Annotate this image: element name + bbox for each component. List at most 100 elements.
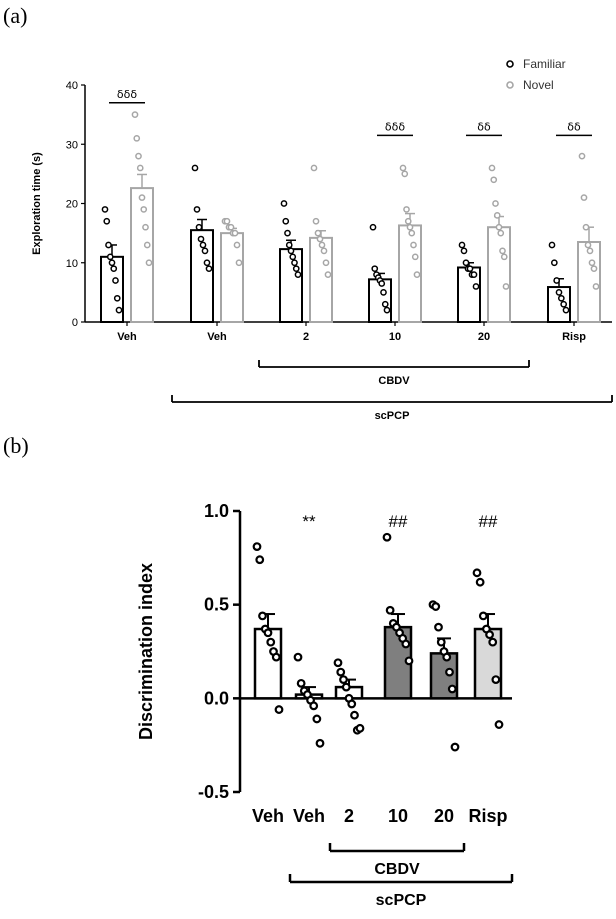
data-point <box>136 164 144 172</box>
data-point <box>490 176 498 184</box>
data-point <box>485 630 494 640</box>
x-tick-label: Veh <box>293 806 325 826</box>
data-point <box>404 656 414 666</box>
data-point <box>466 265 474 273</box>
data-point <box>436 637 446 647</box>
data-point <box>143 241 151 249</box>
y-tick-label: 40 <box>66 80 78 92</box>
data-point <box>492 200 499 207</box>
x-tick-label: 2 <box>303 331 309 343</box>
data-point <box>312 217 320 225</box>
legend-label: Familiar <box>523 57 566 71</box>
group-label: CBDV <box>374 861 420 878</box>
data-point <box>205 265 213 273</box>
data-point <box>223 217 231 225</box>
data-point <box>203 259 211 267</box>
chart-exploration-time: 0 10 20 30 40 Exploration time (s) Veh Veh 2 10 20… <box>31 57 613 422</box>
data-point <box>291 259 298 267</box>
data-point <box>140 206 148 213</box>
data-point <box>227 223 235 231</box>
data-point <box>108 259 116 267</box>
y-tick-label: 10 <box>66 258 78 270</box>
data-point <box>282 217 290 225</box>
data-point <box>381 300 389 308</box>
data-point <box>320 247 328 255</box>
data-point <box>193 206 201 213</box>
data-point <box>263 628 273 638</box>
data-point <box>285 241 293 249</box>
y-tick-label: 0 <box>72 317 78 329</box>
data-point <box>284 229 291 237</box>
x-tick-label: 10 <box>388 806 408 826</box>
data-point <box>472 283 480 290</box>
legend-marker <box>506 81 514 89</box>
data-point <box>271 652 281 662</box>
x-tick-label: 20 <box>478 331 490 343</box>
data-point <box>548 241 556 249</box>
data-point <box>371 265 379 273</box>
data-point <box>470 271 478 278</box>
data-point <box>588 259 596 267</box>
data-point <box>315 738 325 748</box>
data-point <box>333 658 343 668</box>
x-tick-label: Veh <box>117 331 137 343</box>
data-point <box>347 699 357 709</box>
data-point <box>491 675 501 684</box>
data-point <box>408 229 416 237</box>
data-point <box>580 194 588 201</box>
significance-marker: δδ <box>567 120 581 133</box>
data-point <box>115 306 123 314</box>
x-tick-label: Veh <box>207 331 227 343</box>
significance-marker: δδδ <box>385 120 405 133</box>
data-point <box>499 247 506 255</box>
data-point <box>106 253 114 261</box>
chart-discrimination-index: -0.5 0.0 0.5 1.0 Discrimination index Veh Veh 2… <box>136 501 514 909</box>
data-point <box>494 720 504 729</box>
data-point <box>309 701 319 711</box>
bar <box>473 627 503 700</box>
data-point <box>445 667 454 677</box>
bar-novel <box>487 226 511 323</box>
data-point <box>550 259 558 267</box>
data-point <box>401 170 409 178</box>
data-point <box>199 241 207 249</box>
data-point <box>233 241 241 249</box>
data-point <box>460 247 468 255</box>
data-point <box>592 283 600 290</box>
significance-marker: ** <box>302 512 316 531</box>
data-point <box>472 568 482 578</box>
data-point <box>341 682 351 692</box>
y-tick-label: 1.0 <box>204 501 229 521</box>
data-point <box>458 241 466 249</box>
data-point <box>500 253 508 261</box>
data-point <box>314 229 322 237</box>
data-point <box>145 259 153 267</box>
data-point <box>462 259 470 267</box>
data-point <box>590 265 598 273</box>
group-label: CBDV <box>378 375 410 387</box>
data-point <box>502 283 510 290</box>
data-point <box>493 212 501 219</box>
data-point <box>289 253 297 261</box>
data-point <box>138 194 146 201</box>
y-tick-label: 0.0 <box>204 688 229 708</box>
data-point <box>411 253 419 261</box>
significance-marker: ## <box>479 512 498 531</box>
data-point <box>318 241 326 249</box>
data-point <box>252 542 262 551</box>
data-point <box>355 723 365 733</box>
y-tick-label: 20 <box>66 199 78 211</box>
data-point <box>555 289 563 296</box>
data-point <box>399 164 407 172</box>
x-tick-label: 2 <box>344 806 354 826</box>
data-point <box>287 247 295 255</box>
data-point <box>296 678 306 688</box>
data-point <box>557 294 565 302</box>
data-point <box>266 637 276 647</box>
data-point <box>280 200 288 207</box>
data-point <box>336 667 346 677</box>
bar-familiar <box>279 248 303 323</box>
data-point <box>131 111 139 118</box>
data-point <box>312 714 322 724</box>
group-label: scPCP <box>376 892 427 909</box>
